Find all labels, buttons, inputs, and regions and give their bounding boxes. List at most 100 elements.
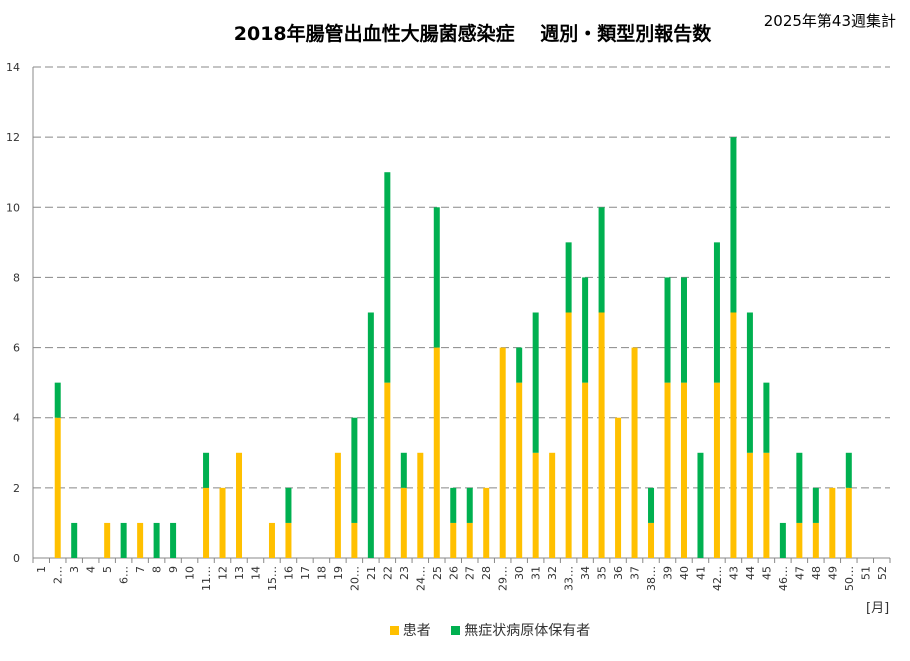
bar-patients <box>433 347 440 558</box>
bar-asymptomatic <box>433 207 440 348</box>
chart-subtitle: 2025年第43週集計 <box>763 12 896 30</box>
x-tick-label: 42… <box>711 566 724 591</box>
x-tick-label: 24… <box>414 566 427 591</box>
x-tick-label: 18 <box>315 566 328 580</box>
x-tick-label: 29… <box>497 566 510 591</box>
bar-patients <box>54 417 61 558</box>
bar-asymptomatic <box>170 522 177 558</box>
x-tick-label: 23 <box>398 566 411 580</box>
bar-patients <box>845 487 852 558</box>
bar-asymptomatic <box>582 277 589 383</box>
x-tick-label: 5 <box>101 566 114 573</box>
y-tick-label: 8 <box>13 271 20 284</box>
x-tick-label: 40 <box>678 566 691 580</box>
bar-asymptomatic <box>812 487 819 523</box>
bar-asymptomatic <box>779 522 786 558</box>
x-tick-label: 1 <box>35 566 48 573</box>
bar-patients <box>730 312 737 558</box>
bar-patients <box>499 347 506 558</box>
x-tick-label: 9 <box>167 566 180 573</box>
bar-asymptomatic <box>516 347 523 383</box>
bar-patients <box>236 452 243 558</box>
bar-asymptomatic <box>746 312 753 453</box>
bar-asymptomatic <box>203 452 210 488</box>
bar-asymptomatic <box>450 487 457 523</box>
bar-asymptomatic <box>285 487 292 523</box>
bar-patients <box>417 452 424 558</box>
bar-patients <box>713 382 720 558</box>
y-tick-label: 2 <box>13 482 20 495</box>
bar-patients <box>631 347 638 558</box>
x-tick-label: 51 <box>859 566 872 580</box>
x-tick-label: 35 <box>596 566 609 580</box>
bar-patients <box>549 452 556 558</box>
bar-asymptomatic <box>54 382 61 418</box>
x-tick-label: 8 <box>151 566 164 573</box>
legend-swatch <box>389 625 399 635</box>
legend: 患者 無症状病原体保有者 <box>0 620 910 640</box>
x-tick-label: 32 <box>546 566 559 580</box>
x-tick-label: 46… <box>777 566 790 591</box>
x-tick-label: 28 <box>480 566 493 580</box>
x-tick-label: 36 <box>612 566 625 580</box>
x-tick-label: 39 <box>662 566 675 580</box>
x-tick-label: 4 <box>85 566 98 573</box>
y-tick-label: 4 <box>13 412 20 425</box>
bar-patients <box>532 452 539 558</box>
bar-asymptomatic <box>697 452 704 558</box>
bar-patients <box>219 487 226 558</box>
bar-patients <box>516 382 523 558</box>
x-tick-label: 49 <box>826 566 839 580</box>
x-tick-label: 21 <box>365 566 378 580</box>
x-tick-label: 34 <box>579 566 592 580</box>
bar-asymptomatic <box>845 452 852 488</box>
x-tick-label: 37 <box>629 566 642 580</box>
y-tick-label: 6 <box>13 342 20 355</box>
y-tick-label: 0 <box>13 552 20 565</box>
x-tick-label: 41 <box>694 566 707 580</box>
bar-patients <box>351 522 358 558</box>
bar-patients <box>598 312 605 558</box>
bar-patients <box>796 522 803 558</box>
bar-asymptomatic <box>680 277 687 383</box>
x-tick-label: 12 <box>217 566 230 580</box>
legend-item-asymptomatic: 無症状病原体保有者 <box>451 620 590 640</box>
bar-patients <box>450 522 457 558</box>
bar-patients <box>137 522 144 558</box>
bar-asymptomatic <box>71 522 78 558</box>
bar-asymptomatic <box>730 137 737 313</box>
x-tick-label: 2… <box>52 566 65 584</box>
bar-patients <box>615 417 622 558</box>
legend-label: 患者 <box>402 623 431 639</box>
x-tick-label: 7 <box>134 566 147 573</box>
legend-swatch <box>451 625 461 635</box>
x-tick-label: 43 <box>727 566 740 580</box>
bar-asymptomatic <box>796 452 803 523</box>
legend-label: 無症状病原体保有者 <box>464 623 591 639</box>
y-tick-label: 12 <box>6 131 20 144</box>
y-tick-label: 14 <box>6 61 20 74</box>
x-tick-label: 47 <box>793 566 806 580</box>
bar-patients <box>582 382 589 558</box>
x-tick-label: 15… <box>266 566 279 591</box>
bar-patients <box>384 382 391 558</box>
x-tick-label: 30 <box>513 566 526 580</box>
chart-title: 2018年腸管出血性大腸菌感染症 週別・類型別報告数 <box>233 23 712 45</box>
bar-patients <box>285 522 292 558</box>
bar-asymptomatic <box>565 242 572 313</box>
x-tick-label: 13 <box>233 566 246 580</box>
x-tick-label: 52 <box>876 566 889 580</box>
x-tick-label: 10 <box>184 566 197 580</box>
x-tick-label: 20… <box>348 566 361 591</box>
bar-patients <box>466 522 473 558</box>
x-tick-label: 22 <box>381 566 394 580</box>
x-tick-label: 33… <box>563 566 576 591</box>
x-tick-label: 3 <box>68 566 81 573</box>
bar-asymptomatic <box>367 312 374 558</box>
bar-asymptomatic <box>713 242 720 383</box>
bar-asymptomatic <box>532 312 539 453</box>
bar-patients <box>565 312 572 558</box>
x-tick-label: 45 <box>760 566 773 580</box>
bar-patients <box>400 487 407 558</box>
bar-asymptomatic <box>120 522 127 558</box>
